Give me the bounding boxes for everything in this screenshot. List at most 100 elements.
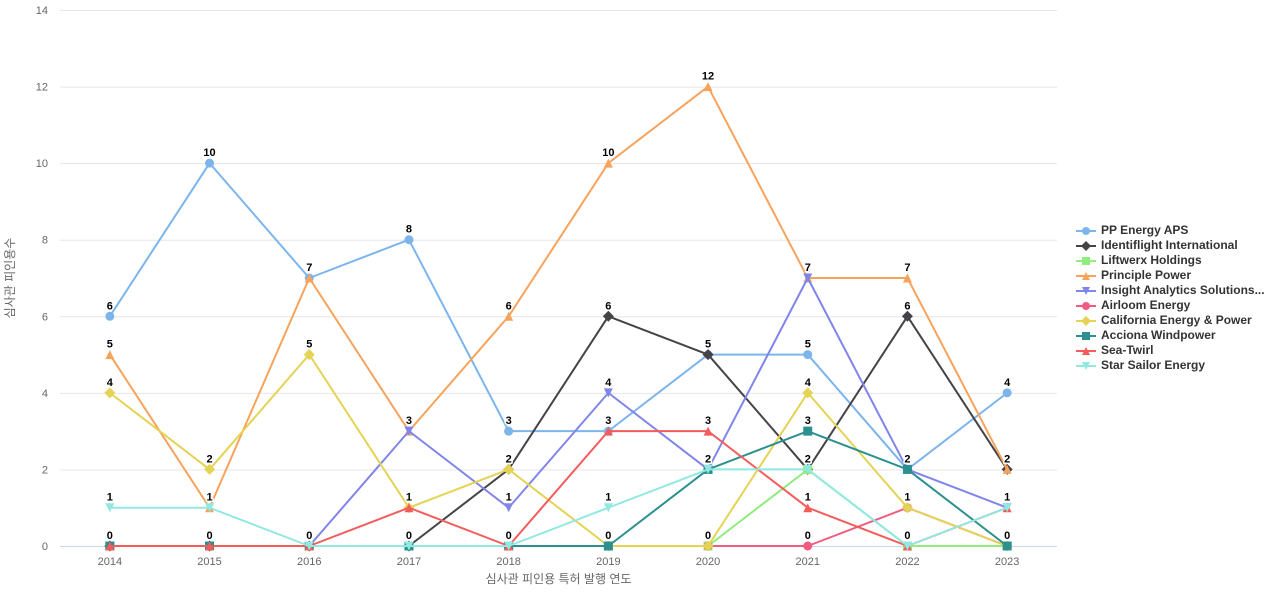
triangle-down-legend-marker-icon bbox=[1076, 286, 1096, 295]
series-marker-california-energy-power bbox=[303, 349, 315, 361]
series-marker-star-sailor-energy bbox=[803, 464, 813, 474]
series-marker-principle-power bbox=[703, 82, 713, 92]
series-marker-principle-power bbox=[1002, 464, 1012, 474]
data-label: 6 bbox=[107, 300, 113, 312]
y-axis-tick-label: 2 bbox=[42, 464, 48, 476]
triangle-legend-marker-icon bbox=[1076, 346, 1096, 355]
legend-marker-shape bbox=[1081, 240, 1091, 251]
series-marker-star-sailor-energy bbox=[603, 503, 613, 513]
series-marker-acciona-windpower bbox=[803, 426, 813, 436]
series-marker-identiflight-international bbox=[602, 310, 614, 322]
x-axis-tick-label: 2018 bbox=[496, 556, 520, 568]
data-label: 1 bbox=[605, 492, 611, 504]
series-line-star-sailor-energy bbox=[108, 468, 1009, 547]
series-marker-star-sailor-energy bbox=[1002, 503, 1012, 513]
data-label: 0 bbox=[107, 530, 113, 542]
series-marker-star-sailor-energy bbox=[304, 541, 314, 551]
data-label: 2 bbox=[206, 453, 212, 465]
legend-item-california-energy-power[interactable]: California Energy & Power bbox=[1076, 313, 1265, 328]
legend-item-airloom-energy[interactable]: Airloom Energy bbox=[1076, 298, 1265, 313]
series-marker-pp-energy-aps bbox=[803, 350, 813, 360]
series-marker-principle-power bbox=[902, 273, 912, 283]
data-label: 0 bbox=[904, 530, 910, 542]
x-axis-tick-label: 2023 bbox=[995, 556, 1019, 568]
series-marker-california-energy-power bbox=[901, 502, 913, 514]
series-marker-star-sailor-energy bbox=[703, 464, 713, 474]
series-star-sailor-energy bbox=[105, 464, 1012, 551]
data-label: 0 bbox=[206, 530, 212, 542]
diamond-legend-marker-icon bbox=[1076, 240, 1096, 251]
series-marker-pp-energy-aps bbox=[1002, 388, 1012, 398]
x-axis-tick-label: 2022 bbox=[895, 556, 919, 568]
data-label: 3 bbox=[406, 415, 412, 427]
y-axis-tick-label: 8 bbox=[42, 235, 48, 247]
triangle-down-legend-marker-icon bbox=[1076, 361, 1096, 370]
data-label: 4 bbox=[605, 377, 612, 389]
legend-marker-shape bbox=[1082, 301, 1090, 310]
legend-item-principle-power[interactable]: Principle Power bbox=[1076, 268, 1265, 283]
data-label: 5 bbox=[107, 339, 113, 351]
x-axis-tick-label: 2015 bbox=[197, 556, 221, 568]
series-marker-sea-twirl bbox=[105, 541, 115, 551]
data-label: 1 bbox=[107, 492, 113, 504]
legend-marker-shape bbox=[1082, 346, 1090, 355]
y-axis-tick-label: 4 bbox=[42, 388, 48, 400]
triangle-legend-marker-icon bbox=[1076, 271, 1096, 280]
series-marker-identiflight-international bbox=[702, 349, 714, 361]
x-axis-tick-label: 2016 bbox=[297, 556, 321, 568]
data-label: 8 bbox=[406, 224, 412, 236]
data-label: 1 bbox=[904, 492, 910, 504]
y-axis-tick-label: 0 bbox=[42, 541, 48, 553]
series-marker-insight-analytics-solutions bbox=[504, 503, 514, 513]
series-marker-pp-energy-aps bbox=[504, 426, 514, 436]
data-label: 3 bbox=[506, 415, 512, 427]
diamond-legend-marker-icon bbox=[1076, 315, 1096, 326]
legend-item-label: California Energy & Power bbox=[1101, 313, 1252, 327]
data-label: 4 bbox=[107, 377, 114, 389]
series-marker-principle-power bbox=[603, 158, 613, 168]
legend-item-label: PP Energy APS bbox=[1101, 223, 1189, 237]
legend-item-star-sailor-energy[interactable]: Star Sailor Energy bbox=[1076, 358, 1265, 373]
legend-item-identiflight-international[interactable]: Identiflight International bbox=[1076, 238, 1265, 253]
legend-item-insight-analytics-solutions[interactable]: Insight Analytics Solutions... bbox=[1076, 283, 1265, 298]
series-marker-sea-twirl bbox=[803, 503, 813, 513]
data-label: 1 bbox=[1004, 492, 1010, 504]
legend-item-label: Sea-Twirl bbox=[1101, 343, 1154, 357]
x-axis-tick-label: 2019 bbox=[596, 556, 620, 568]
y-axis-tick-label: 12 bbox=[36, 82, 48, 94]
x-axis-title: 심사관 피인용 특허 발행 연도 bbox=[486, 571, 632, 586]
data-label: 3 bbox=[605, 415, 611, 427]
series-marker-acciona-windpower bbox=[603, 541, 613, 551]
series-marker-insight-analytics-solutions bbox=[803, 273, 813, 283]
series-marker-star-sailor-energy bbox=[902, 541, 912, 551]
y-axis-tick-label: 10 bbox=[36, 158, 48, 170]
data-label: 2 bbox=[506, 453, 512, 465]
legend-item-liftwerx-holdings[interactable]: Liftwerx Holdings bbox=[1076, 253, 1265, 268]
legend-item-sea-twirl[interactable]: Sea-Twirl bbox=[1076, 343, 1265, 358]
legend-item-label: Insight Analytics Solutions... bbox=[1101, 283, 1265, 297]
series-marker-pp-energy-aps bbox=[205, 158, 215, 168]
legend-marker-shape bbox=[1082, 286, 1090, 295]
legend-marker-shape bbox=[1081, 315, 1091, 326]
series-marker-california-energy-power bbox=[802, 387, 814, 399]
series-marker-sea-twirl bbox=[703, 426, 713, 436]
series-line-pp-energy-aps bbox=[108, 162, 1009, 471]
data-label: 1 bbox=[406, 492, 412, 504]
series-principle-power bbox=[105, 82, 1012, 513]
data-label: 0 bbox=[306, 530, 312, 542]
legend-item-acciona-windpower[interactable]: Acciona Windpower bbox=[1076, 328, 1265, 343]
data-label: 10 bbox=[203, 147, 215, 159]
data-label: 0 bbox=[705, 530, 711, 542]
legend-item-label: Star Sailor Energy bbox=[1101, 358, 1206, 372]
series-marker-principle-power bbox=[504, 311, 514, 321]
data-label: 1 bbox=[805, 492, 811, 504]
series-marker-star-sailor-energy bbox=[105, 503, 115, 513]
legend-item-pp-energy-aps[interactable]: PP Energy APS bbox=[1076, 223, 1265, 238]
series-marker-pp-energy-aps bbox=[105, 311, 115, 321]
data-label: 3 bbox=[705, 415, 711, 427]
legend: PP Energy APS Identiflight International L… bbox=[1076, 223, 1265, 373]
circle-legend-marker-icon bbox=[1076, 226, 1096, 235]
x-axis-tick-labels: 2014 2015 2016 2017 2018 2019 2020 2021 2022 2023 bbox=[98, 556, 1020, 568]
